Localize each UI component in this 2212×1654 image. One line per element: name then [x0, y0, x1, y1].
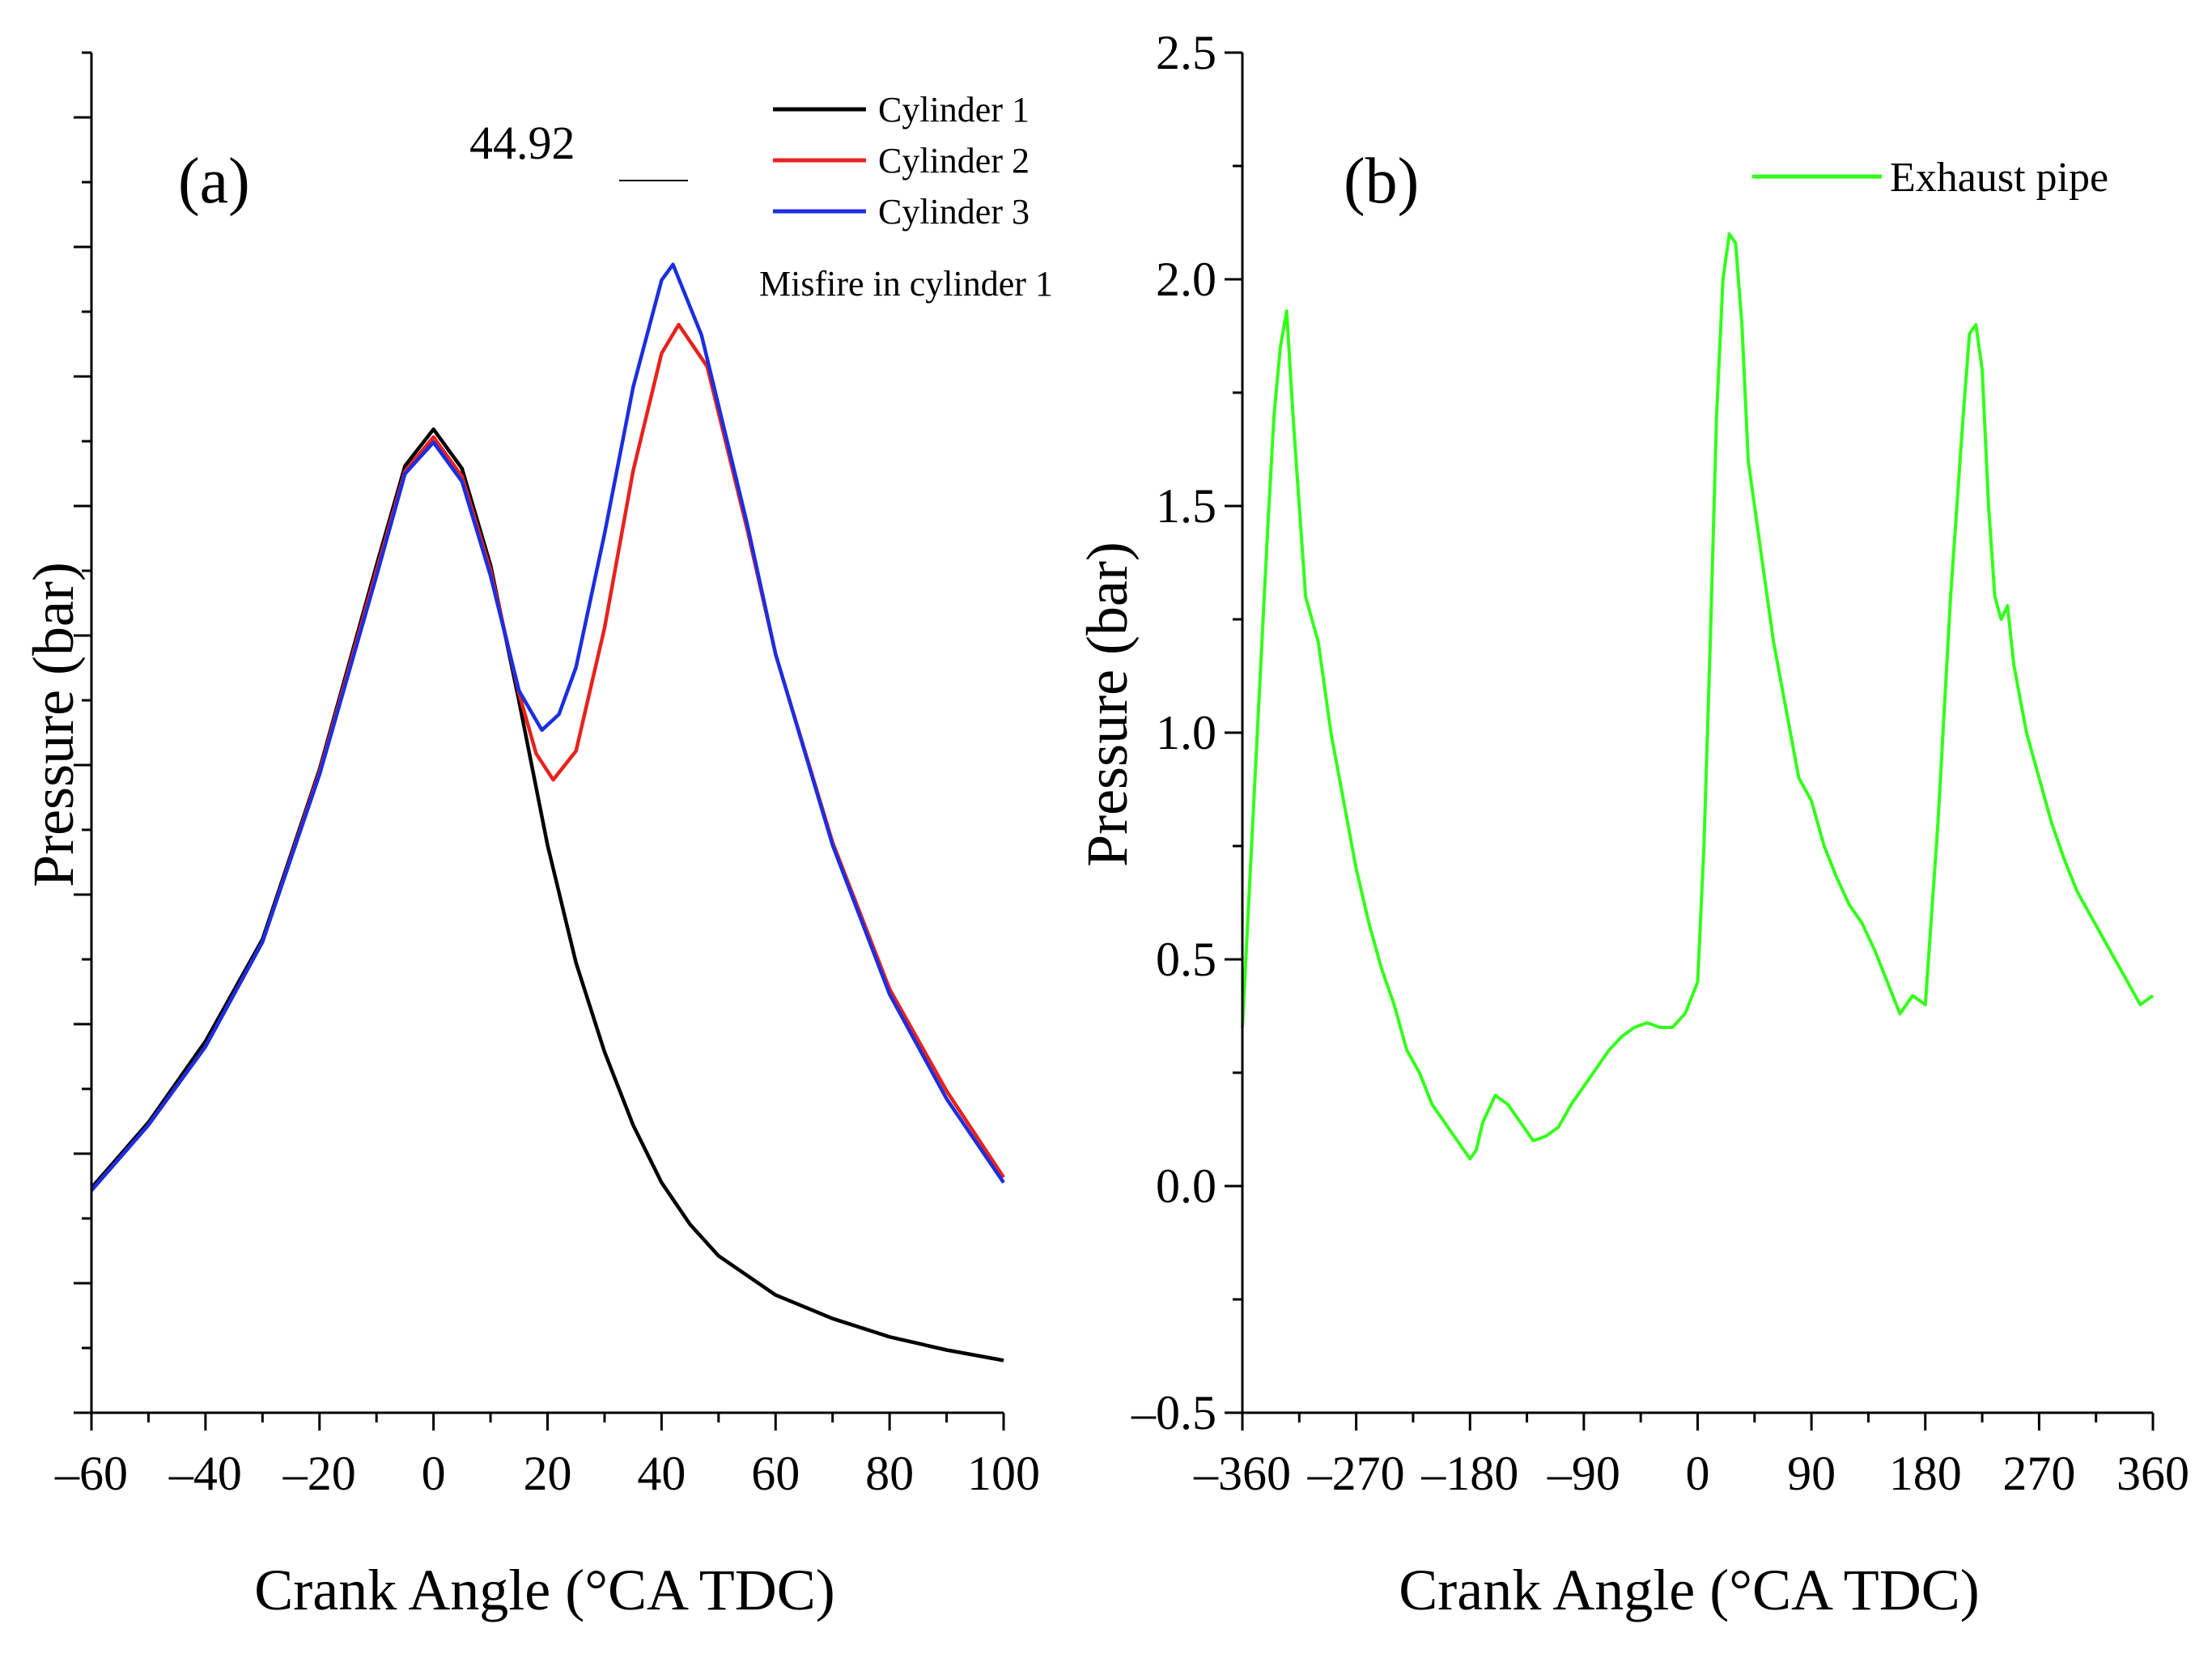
series-line-exhaust-pipe — [1241, 232, 2155, 1161]
x-tick-label: 40 — [637, 1447, 686, 1500]
panel-a: (a) –60 –40 –20 0 20 40 60 80 100 Crank Angle (°… — [21, 51, 1053, 1622]
panel-b-x-axis-title: Crank Angle (°CA TDC) — [1399, 1558, 1979, 1622]
legend-label: Exhaust pipe — [1890, 155, 2108, 201]
series-line-cylinder-1 — [90, 427, 1004, 1363]
x-tick-label: 60 — [751, 1447, 800, 1500]
x-tick-label: –180 — [1420, 1447, 1518, 1500]
y-tick-label: 0.0 — [1156, 1159, 1216, 1213]
panel-a-misfire-note: Misfire in cylinder 1 — [759, 264, 1053, 304]
panel-a-y-axis-title: Pressure (bar) — [21, 562, 86, 887]
legend-label: Cylinder 3 — [878, 192, 1030, 232]
panel-a-peak-annotation: 44.92 — [469, 117, 575, 169]
y-tick-label: 1.5 — [1156, 479, 1216, 533]
panel-b-y-ticks: –0.5 0.0 0.5 1.0 1.5 2.0 2.5 — [1131, 26, 1242, 1439]
x-tick-label: –90 — [1547, 1447, 1620, 1500]
panel-b-label: (b) — [1344, 146, 1419, 217]
panel-b-series-group — [1241, 232, 2155, 1161]
panel-b-legend: Exhaust pipe — [1752, 155, 2108, 201]
panel-a-axes — [90, 53, 1004, 1414]
y-tick-label: 1.0 — [1156, 706, 1216, 759]
y-tick-label: 0.5 — [1156, 933, 1216, 986]
y-tick-label: 2.5 — [1156, 26, 1216, 79]
panel-a-label: (a) — [178, 146, 250, 217]
series-line-cylinder-3 — [90, 262, 1005, 1192]
panel-a-legend: Cylinder 1 Cylinder 2 Cylinder 3 — [773, 90, 1030, 232]
y-tick-label: –0.5 — [1131, 1386, 1216, 1439]
x-tick-label: –20 — [282, 1447, 356, 1500]
panel-a-x-axis-title: Crank Angle (°CA TDC) — [254, 1558, 834, 1622]
x-tick-label: 100 — [967, 1447, 1040, 1500]
panel-b-axes — [1241, 53, 2153, 1414]
x-tick-label: –270 — [1307, 1447, 1405, 1500]
series-line-cylinder-2 — [90, 322, 1005, 1192]
x-tick-label: 20 — [524, 1447, 572, 1500]
legend-label: Cylinder 1 — [878, 90, 1030, 130]
x-tick-label: –360 — [1193, 1447, 1291, 1500]
panel-a-series-group — [90, 262, 1005, 1363]
legend-label: Cylinder 2 — [878, 141, 1030, 181]
panel-a-x-ticks: –60 –40 –20 0 20 40 60 80 100 — [54, 1413, 1040, 1500]
panel-a-y-ticks — [74, 51, 91, 1414]
x-tick-label: 0 — [1686, 1447, 1710, 1500]
panel-b-x-ticks: –360 –270 –180 –90 0 90 180 270 360 — [1193, 1413, 2189, 1500]
x-tick-label: –60 — [54, 1447, 128, 1500]
x-tick-label: –40 — [168, 1447, 242, 1500]
x-tick-label: 0 — [422, 1447, 446, 1500]
x-tick-label: 270 — [2002, 1447, 2075, 1500]
x-tick-label: 80 — [865, 1447, 914, 1500]
x-tick-label: 180 — [1889, 1447, 1962, 1500]
panel-b-y-axis-title: Pressure (bar) — [1075, 542, 1140, 867]
y-tick-label: 2.0 — [1156, 253, 1216, 306]
x-tick-label: 360 — [2116, 1447, 2189, 1500]
x-tick-label: 90 — [1787, 1447, 1836, 1500]
panel-b: (b) –360 –270 –180 –90 0 90 180 270 360 –0.5 0.0 0… — [1075, 26, 2189, 1622]
